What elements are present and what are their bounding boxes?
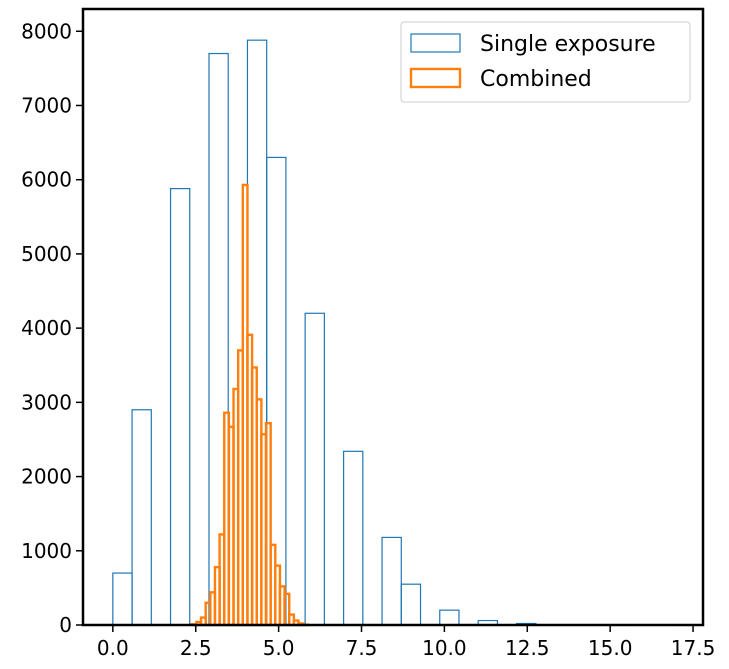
- axes-layer: 0.0 2.5 5.0 7.5 10.0 12.5 15.0 17.5 0 1000 2000 300…: [21, 7, 716, 660]
- y-tick-label: 2000: [21, 465, 72, 489]
- x-tick-label: 15.0: [588, 636, 633, 660]
- x-tick-label: 10.0: [422, 636, 467, 660]
- y-tick-label: 0: [59, 613, 72, 637]
- y-tick-label: 7000: [21, 93, 72, 117]
- y-tick-label: 5000: [21, 242, 72, 266]
- legend-label: Single exposure: [480, 32, 656, 57]
- y-tick-label: 8000: [21, 19, 72, 43]
- plot-background: [83, 9, 703, 625]
- legend-swatch: [409, 67, 462, 89]
- legend-label: Combined: [480, 67, 592, 92]
- y-tick-label: 6000: [21, 168, 72, 192]
- axes-frame: [81, 7, 705, 627]
- legend-box: [400, 21, 691, 103]
- legend-swatch: [410, 33, 461, 53]
- legend: Single exposure Combined: [400, 21, 691, 103]
- x-tick-label: 17.5: [671, 636, 716, 660]
- x-tick-label: 5.0: [263, 636, 295, 660]
- y-tick-label: 3000: [21, 390, 72, 414]
- plot-area: [83, 9, 703, 625]
- x-tick-label: 12.5: [505, 636, 550, 660]
- x-tick-label: 0.0: [97, 636, 129, 660]
- x-tick-label: 2.5: [180, 636, 212, 660]
- y-tick-label: 1000: [21, 539, 72, 563]
- y-tick-label: 4000: [21, 316, 72, 340]
- x-tick-label: 7.5: [346, 636, 378, 660]
